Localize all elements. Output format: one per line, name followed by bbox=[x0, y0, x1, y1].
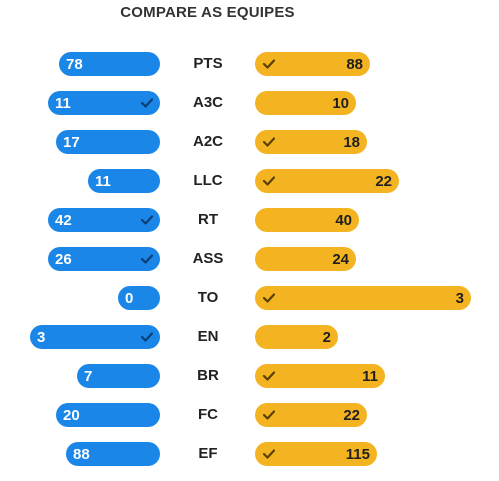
away-bar: 24 bbox=[255, 247, 356, 271]
check-icon bbox=[262, 135, 276, 149]
home-value: 0 bbox=[125, 289, 134, 307]
away-value: 18 bbox=[343, 133, 360, 151]
away-value: 3 bbox=[455, 289, 464, 307]
home-value: 88 bbox=[73, 445, 90, 463]
stat-row-a2c: 17 A2C 18 bbox=[0, 130, 499, 169]
stat-label: ASS bbox=[192, 250, 224, 267]
away-bar: 40 bbox=[255, 208, 359, 232]
home-bar: 88 bbox=[66, 442, 160, 466]
stat-row-to: 0 TO 3 bbox=[0, 286, 499, 325]
check-icon bbox=[140, 330, 154, 344]
stat-label: EF bbox=[198, 445, 218, 462]
stat-row-ass: 26 ASS 24 bbox=[0, 247, 499, 286]
stat-row-ef: 88 EF 115 bbox=[0, 442, 499, 481]
away-bar: 22 bbox=[255, 169, 399, 193]
away-bar: 88 bbox=[255, 52, 370, 76]
home-bar: 17 bbox=[56, 130, 160, 154]
home-bar: 20 bbox=[56, 403, 160, 427]
home-value: 7 bbox=[84, 367, 93, 385]
stat-label: TO bbox=[197, 289, 219, 306]
away-bar: 22 bbox=[255, 403, 367, 427]
home-value: 3 bbox=[37, 328, 46, 346]
away-value: 2 bbox=[322, 328, 331, 346]
stat-row-pts: 78 PTS 88 bbox=[0, 52, 499, 91]
away-bar: 2 bbox=[255, 325, 338, 349]
check-icon bbox=[262, 408, 276, 422]
home-value: 20 bbox=[63, 406, 80, 424]
away-value: 24 bbox=[332, 250, 349, 268]
home-bar: 11 bbox=[48, 91, 160, 115]
away-value: 115 bbox=[345, 445, 370, 463]
stat-label: A3C bbox=[192, 94, 223, 111]
home-bar: 7 bbox=[77, 364, 160, 388]
check-icon bbox=[140, 96, 154, 110]
away-bar: 115 bbox=[255, 442, 377, 466]
away-value: 88 bbox=[346, 55, 363, 73]
check-icon bbox=[262, 369, 276, 383]
home-bar: 26 bbox=[48, 247, 160, 271]
away-value: 11 bbox=[362, 367, 378, 385]
check-icon bbox=[262, 291, 276, 305]
team-comparison-list: 78 PTS 88 11 A3C 10 17 A2C 18 11 LLC 22 42 RT 40 26 ASS 2… bbox=[0, 52, 499, 481]
away-bar: 18 bbox=[255, 130, 367, 154]
away-bar: 10 bbox=[255, 91, 356, 115]
stat-row-a3c: 11 A3C 10 bbox=[0, 91, 499, 130]
check-icon bbox=[140, 213, 154, 227]
home-value: 17 bbox=[63, 133, 80, 151]
away-value: 10 bbox=[332, 94, 349, 112]
home-bar: 78 bbox=[59, 52, 160, 76]
page-title: COMPARE AS EQUIPES bbox=[120, 4, 295, 21]
home-value: 42 bbox=[55, 211, 72, 229]
check-icon bbox=[262, 57, 276, 71]
stat-row-rt: 42 RT 40 bbox=[0, 208, 499, 247]
home-value: 11 bbox=[95, 172, 111, 190]
stat-label: LLC bbox=[193, 172, 223, 189]
stat-label: BR bbox=[197, 367, 219, 384]
away-value: 22 bbox=[375, 172, 392, 190]
stat-label: RT bbox=[198, 211, 218, 228]
away-value: 40 bbox=[335, 211, 352, 229]
check-icon bbox=[262, 447, 276, 461]
home-bar: 11 bbox=[88, 169, 160, 193]
away-bar: 11 bbox=[255, 364, 385, 388]
stat-label: EN bbox=[197, 328, 219, 345]
stat-row-fc: 20 FC 22 bbox=[0, 403, 499, 442]
stat-row-br: 7 BR 11 bbox=[0, 364, 499, 403]
home-bar: 3 bbox=[30, 325, 160, 349]
stat-row-llc: 11 LLC 22 bbox=[0, 169, 499, 208]
check-icon bbox=[262, 174, 276, 188]
stat-label: PTS bbox=[193, 55, 223, 72]
away-value: 22 bbox=[343, 406, 360, 424]
check-icon bbox=[140, 252, 154, 266]
stat-label: A2C bbox=[192, 133, 223, 150]
home-value: 78 bbox=[66, 55, 83, 73]
away-bar: 3 bbox=[255, 286, 471, 310]
home-value: 11 bbox=[55, 94, 71, 112]
stat-label: FC bbox=[198, 406, 218, 423]
stat-row-en: 3 EN 2 bbox=[0, 325, 499, 364]
home-bar: 42 bbox=[48, 208, 160, 232]
home-bar: 0 bbox=[118, 286, 160, 310]
home-value: 26 bbox=[55, 250, 72, 268]
